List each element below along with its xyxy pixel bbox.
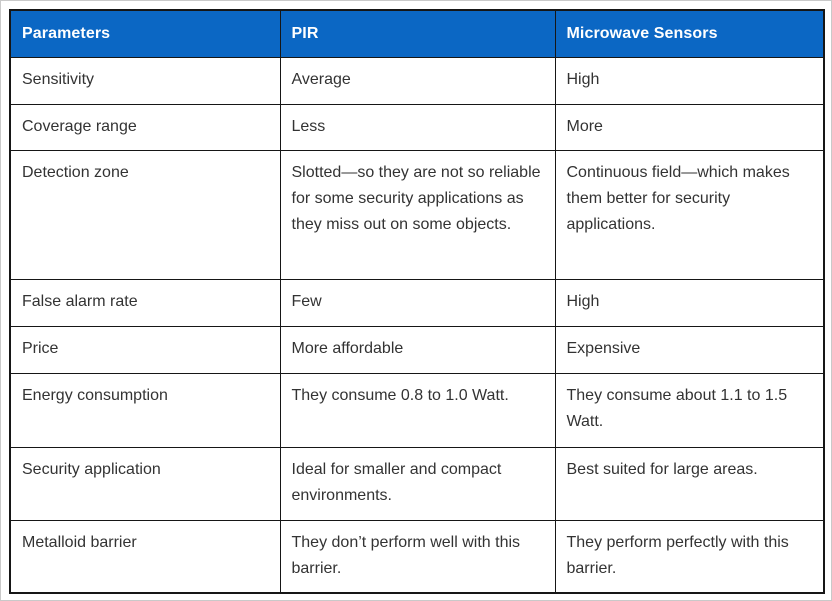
cell-microwave-value: Continuous field—which makes them better… [554,150,825,280]
cell-microwave-value: High [554,279,825,327]
table-row: Coverage range Less More [9,104,825,151]
table-body: Sensitivity Average High Coverage range … [9,57,825,594]
cell-microwave-value: High [554,57,825,105]
cell-pir-value: More affordable [279,326,556,374]
header-row: Parameters PIR Microwave Sensors [9,9,825,58]
cell-pir-value: They don’t perform well with this barrie… [279,520,556,594]
sensor-comparison-table: Parameters PIR Microwave Sensors Sensiti… [9,9,825,594]
cell-parameter: Energy consumption [9,373,281,448]
cell-parameter: Detection zone [9,150,281,280]
cell-pir-value: Average [279,57,556,105]
table-row: Detection zone Slotted—so they are not s… [9,150,825,280]
cell-microwave-value: They perform perfectly with this barrier… [554,520,825,594]
header-cell-microwave-sensors: Microwave Sensors [554,9,825,58]
cell-pir-value: Ideal for smaller and compact environmen… [279,447,556,521]
cell-pir-value: Slotted—so they are not so reliable for … [279,150,556,280]
cell-parameter: Metalloid barrier [9,520,281,594]
table-row: False alarm rate Few High [9,279,825,327]
table-row: Sensitivity Average High [9,57,825,105]
table-row: Price More affordable Expensive [9,326,825,374]
cell-parameter: Coverage range [9,104,281,151]
cell-parameter: False alarm rate [9,279,281,327]
cell-parameter: Sensitivity [9,57,281,105]
cell-pir-value: Few [279,279,556,327]
header-cell-pir: PIR [279,9,556,58]
cell-pir-value: Less [279,104,556,151]
cell-microwave-value: More [554,104,825,151]
header-cell-parameters: Parameters [9,9,281,58]
cell-parameter: Security application [9,447,281,521]
table-row: Metalloid barrier They don’t perform wel… [9,520,825,594]
table-row: Security application Ideal for smaller a… [9,447,825,521]
cell-microwave-value: Expensive [554,326,825,374]
table-head: Parameters PIR Microwave Sensors [9,9,825,58]
cell-microwave-value: Best suited for large areas. [554,447,825,521]
table-row: Energy consumption They consume 0.8 to 1… [9,373,825,448]
cell-microwave-value: They consume about 1.1 to 1.5 Watt. [554,373,825,448]
cell-pir-value: They consume 0.8 to 1.0 Watt. [279,373,556,448]
cell-parameter: Price [9,326,281,374]
